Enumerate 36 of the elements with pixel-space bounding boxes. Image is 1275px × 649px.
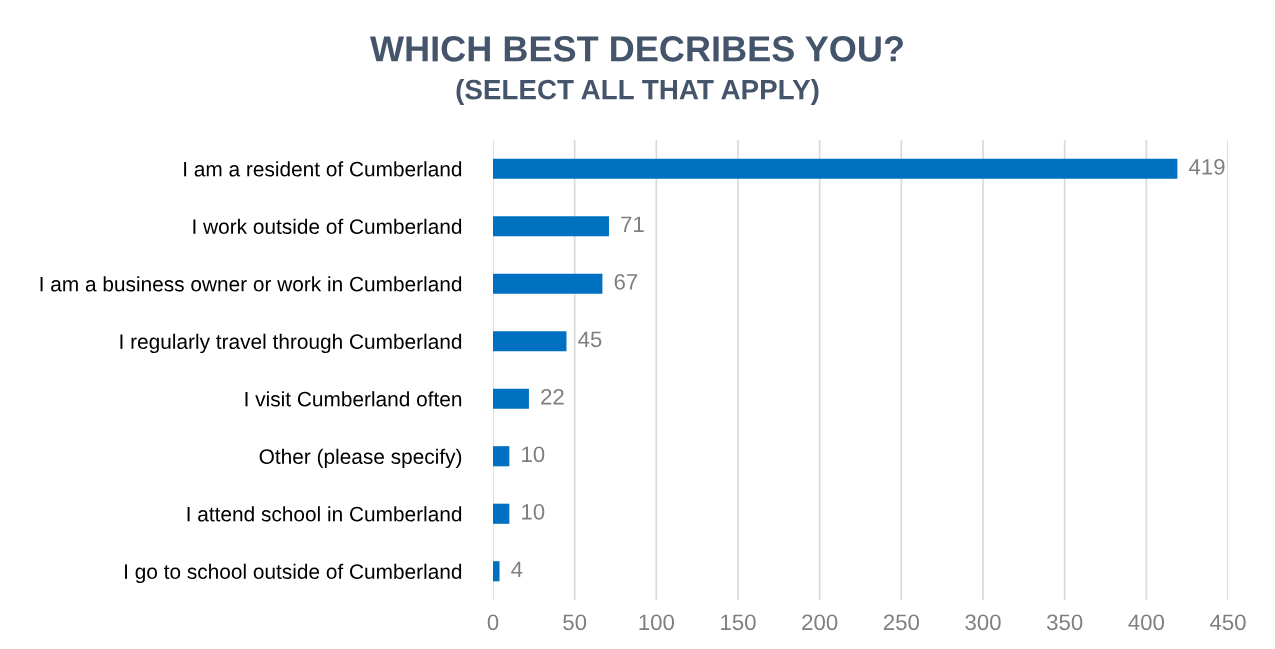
chart-subtitle: (SELECT ALL THAT APPLY)	[456, 79, 819, 105]
data-label: 10	[522, 446, 545, 463]
x-tick-label: 200	[802, 614, 838, 631]
y-tick-label: I am a resident of Cumberland	[184, 161, 462, 177]
bar	[493, 561, 500, 582]
x-tick-label: 250	[883, 614, 919, 631]
bar	[493, 331, 567, 352]
y-tick-label: I am a business owner or work in Cumberland	[40, 276, 462, 292]
y-tick-label: Other (please specify)	[259, 448, 462, 469]
x-tick-label: 300	[965, 614, 1001, 631]
bar	[493, 216, 609, 237]
x-tick-label: 450	[1209, 614, 1246, 631]
x-tick-label: 350	[1046, 614, 1083, 631]
bar	[493, 503, 510, 524]
x-tick-label: 400	[1128, 614, 1164, 631]
y-tick-label: I attend school in Cumberland	[187, 506, 462, 522]
x-tick-label: 100	[639, 614, 674, 631]
y-tick-label: I visit Cumberland often	[245, 391, 462, 407]
x-tick-label: 150	[721, 614, 756, 631]
bar	[493, 446, 510, 467]
data-label: 22	[541, 388, 564, 405]
data-label: 67	[614, 273, 638, 290]
y-tick-label: I go to school outside of Cumberland	[125, 563, 462, 584]
bar	[493, 273, 603, 294]
y-tick-label: I regularly travel through Cumberland	[120, 333, 462, 354]
bar	[493, 388, 529, 409]
bar	[493, 158, 1178, 179]
data-label: 419	[1188, 158, 1225, 175]
x-tick-label: 0	[487, 614, 499, 631]
y-tick-label: I work outside of Cumberland	[193, 218, 462, 234]
data-label: 10	[522, 503, 545, 520]
data-label: 45	[578, 331, 602, 348]
chart-title: WHICH BEST DECRIBES YOU?	[370, 36, 903, 62]
x-tick-label: 50	[563, 614, 587, 631]
data-label: 71	[621, 216, 644, 232]
data-label: 4	[511, 561, 523, 577]
